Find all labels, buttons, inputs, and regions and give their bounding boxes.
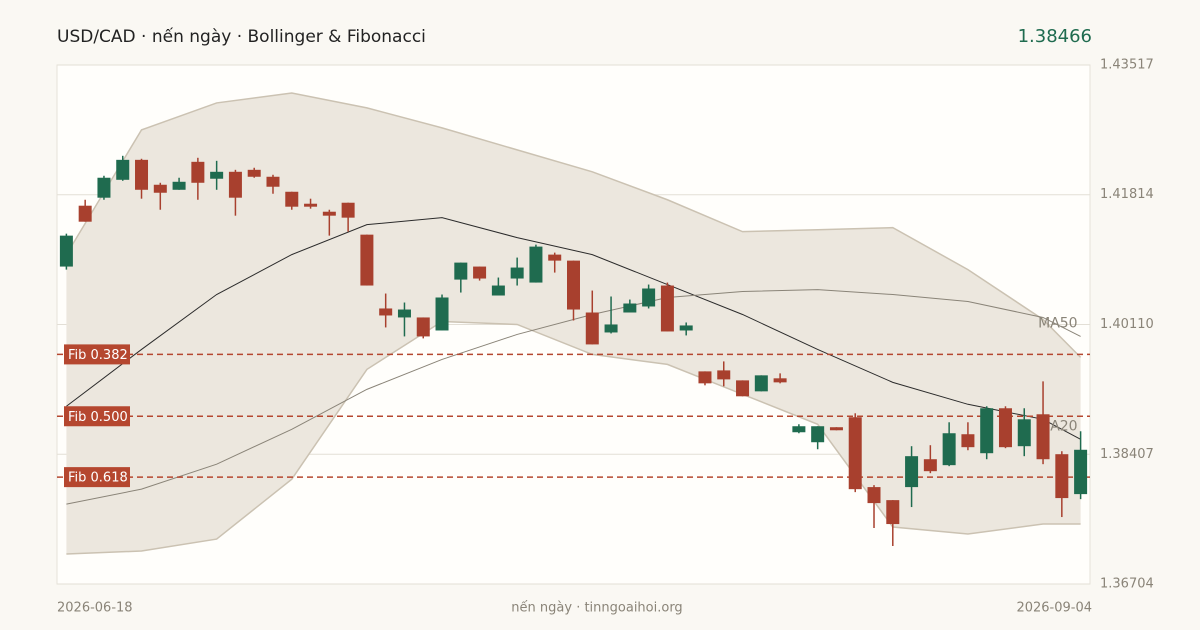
candle-body (567, 260, 580, 310)
candle-body (660, 285, 674, 332)
candle-body (773, 378, 787, 383)
candle-body (923, 459, 937, 472)
candle-body (754, 375, 768, 392)
candle-body (322, 211, 336, 216)
candle-body (397, 309, 411, 318)
candle-body (829, 427, 843, 431)
candle-body (529, 246, 543, 283)
candle-body (698, 371, 712, 384)
chart-title: USD/CAD · nến ngày · Bollinger & Fibonac… (57, 26, 426, 47)
candle-body (585, 312, 599, 345)
candle-body (360, 234, 374, 286)
candle-body (416, 317, 430, 337)
fib-label-bg (64, 406, 130, 427)
candle-body (679, 325, 693, 331)
candle-body (210, 171, 224, 179)
candle-body (867, 487, 881, 504)
fib-label: Fib 0.500 (68, 410, 128, 425)
fib-label-bg (64, 467, 130, 488)
candle-body (454, 262, 468, 280)
y-tick-label: 1.41814 (1100, 187, 1154, 202)
candle-body (172, 181, 186, 190)
candle-body (473, 266, 487, 279)
candle-body (623, 303, 637, 313)
candle-body (78, 205, 92, 222)
candle-body (59, 235, 73, 267)
candle-body (1055, 454, 1069, 499)
moving-average-label: MA50 (1038, 315, 1077, 331)
candle-body (604, 324, 618, 333)
candle-body (435, 297, 449, 331)
x-tick-label: 2026-09-04 (1016, 601, 1092, 616)
candle-body (97, 177, 111, 198)
fib-label: Fib 0.382 (68, 348, 128, 363)
moving-average-line (66, 217, 1081, 440)
y-tick-label: 1.38407 (1100, 447, 1154, 462)
last-price: 1.38466 (1018, 26, 1092, 47)
candle-body (491, 285, 505, 296)
candle-body (266, 176, 280, 187)
candle-body (135, 159, 149, 190)
y-tick-label: 1.40110 (1100, 317, 1154, 332)
candle-body (341, 202, 355, 218)
candle-body (304, 203, 318, 207)
candle-body (905, 456, 919, 488)
candle-body (1017, 419, 1031, 447)
x-tick-label: 2026-06-18 (57, 601, 133, 616)
candle-body (116, 159, 130, 180)
candle-body (736, 380, 750, 397)
y-tick-label: 1.43517 (1100, 58, 1154, 73)
candle-body (717, 370, 731, 380)
candle-body (153, 184, 167, 193)
bollinger-band (66, 92, 1081, 554)
candle-body (510, 267, 524, 279)
candle-body (285, 191, 299, 207)
candle-body (980, 408, 994, 454)
candle-body (228, 171, 242, 198)
candle-body (792, 426, 806, 433)
candle-body (642, 288, 656, 307)
candle-body (998, 408, 1012, 448)
candle-body (247, 169, 261, 177)
candle-body (886, 500, 900, 525)
candle-body (191, 161, 205, 183)
candle-body (379, 308, 393, 316)
fib-label-bg (64, 344, 130, 365)
candle-body (811, 426, 825, 443)
candle-body (548, 254, 562, 261)
y-tick-label: 1.36704 (1100, 577, 1154, 592)
candle-body (942, 433, 956, 466)
candle-body (1074, 449, 1088, 495)
candle-body (961, 434, 975, 448)
fib-label: Fib 0.618 (68, 471, 128, 486)
candle-body (1036, 414, 1050, 460)
bollinger-upper (65, 92, 1082, 358)
candle-body (848, 417, 862, 490)
footer-note: nến ngày · tinngoaihoi.org (511, 601, 682, 616)
